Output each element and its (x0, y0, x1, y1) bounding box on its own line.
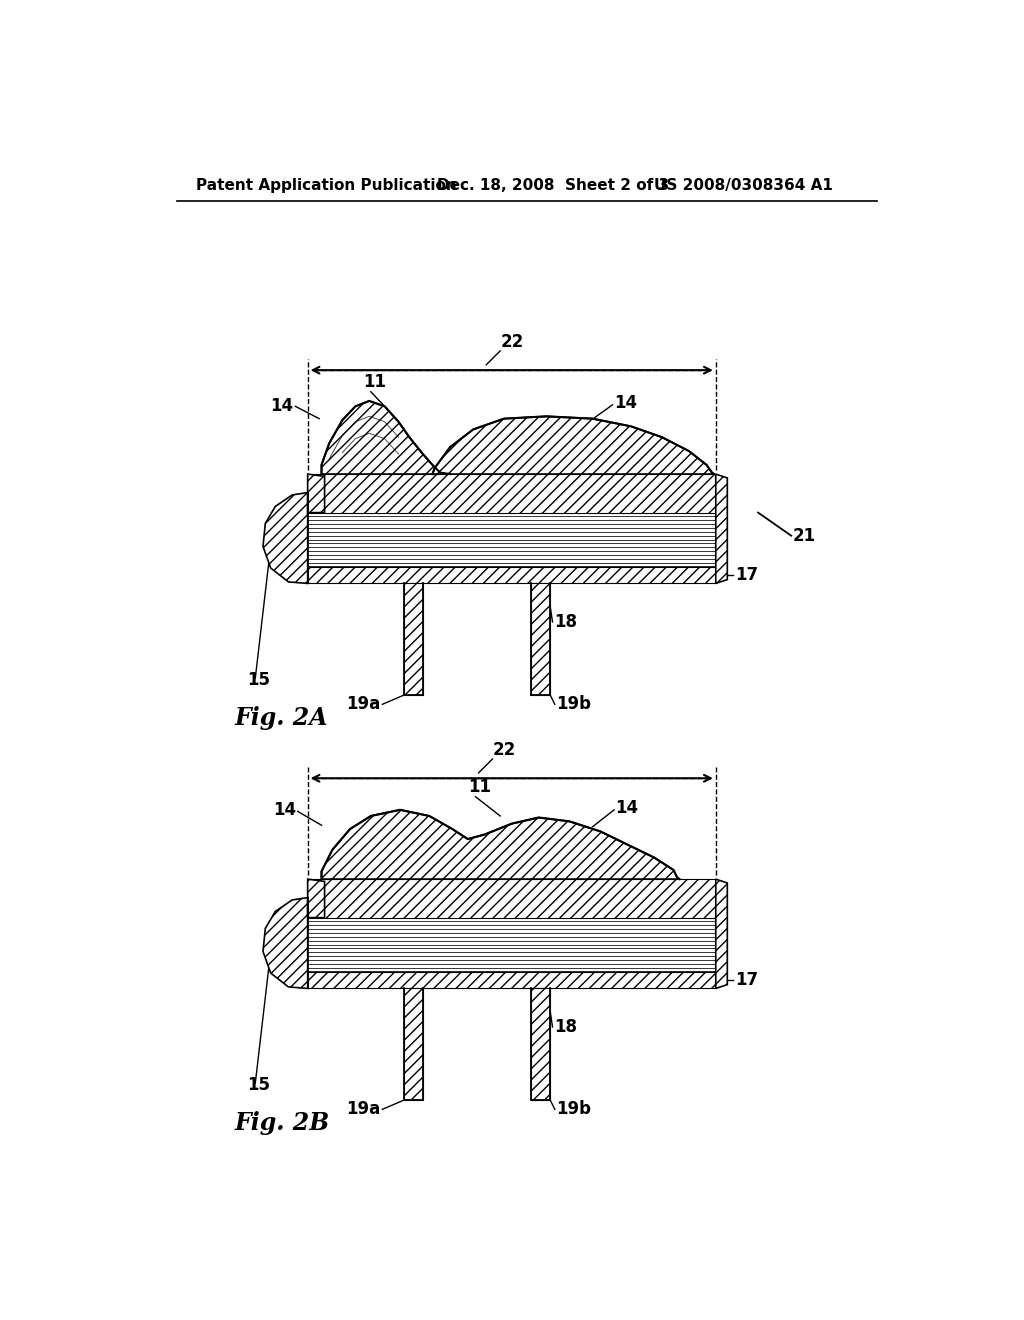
Bar (307, 917, 716, 972)
Polygon shape (263, 474, 325, 583)
Polygon shape (322, 401, 451, 474)
Text: Patent Application Publication: Patent Application Publication (196, 178, 457, 193)
Text: 19b: 19b (556, 1101, 592, 1118)
Text: 18: 18 (554, 612, 578, 631)
Text: 17: 17 (735, 566, 758, 583)
Text: 15: 15 (248, 1076, 270, 1094)
Text: US 2008/0308364 A1: US 2008/0308364 A1 (654, 178, 834, 193)
Text: Fig. 2B: Fig. 2B (234, 1111, 330, 1135)
Text: Fig. 2A: Fig. 2A (234, 706, 328, 730)
Text: 14: 14 (273, 801, 296, 818)
Text: 19a: 19a (346, 696, 381, 713)
Text: 14: 14 (614, 395, 637, 412)
Text: 15: 15 (248, 671, 270, 689)
Text: 21: 21 (793, 527, 816, 545)
Bar (307, 566, 716, 583)
Text: 11: 11 (468, 777, 490, 796)
Text: 11: 11 (364, 374, 386, 391)
Bar (307, 512, 716, 566)
Bar (403, 989, 423, 1100)
Polygon shape (322, 810, 680, 879)
Text: 19a: 19a (346, 1101, 381, 1118)
Text: 14: 14 (270, 397, 294, 416)
Bar (307, 972, 716, 989)
Polygon shape (716, 879, 727, 989)
Text: 19b: 19b (556, 696, 592, 713)
Polygon shape (432, 416, 714, 474)
Text: 14: 14 (615, 800, 639, 817)
Text: 18: 18 (554, 1018, 578, 1036)
Bar (403, 583, 423, 696)
Text: 22: 22 (500, 333, 523, 351)
Text: Dec. 18, 2008  Sheet 2 of 3: Dec. 18, 2008 Sheet 2 of 3 (437, 178, 669, 193)
Bar (531, 989, 550, 1100)
Polygon shape (263, 879, 325, 989)
Bar (307, 879, 716, 917)
Text: 17: 17 (735, 972, 758, 989)
Polygon shape (716, 474, 727, 583)
Bar (531, 583, 550, 696)
Bar (307, 474, 716, 512)
Text: 22: 22 (493, 741, 516, 759)
